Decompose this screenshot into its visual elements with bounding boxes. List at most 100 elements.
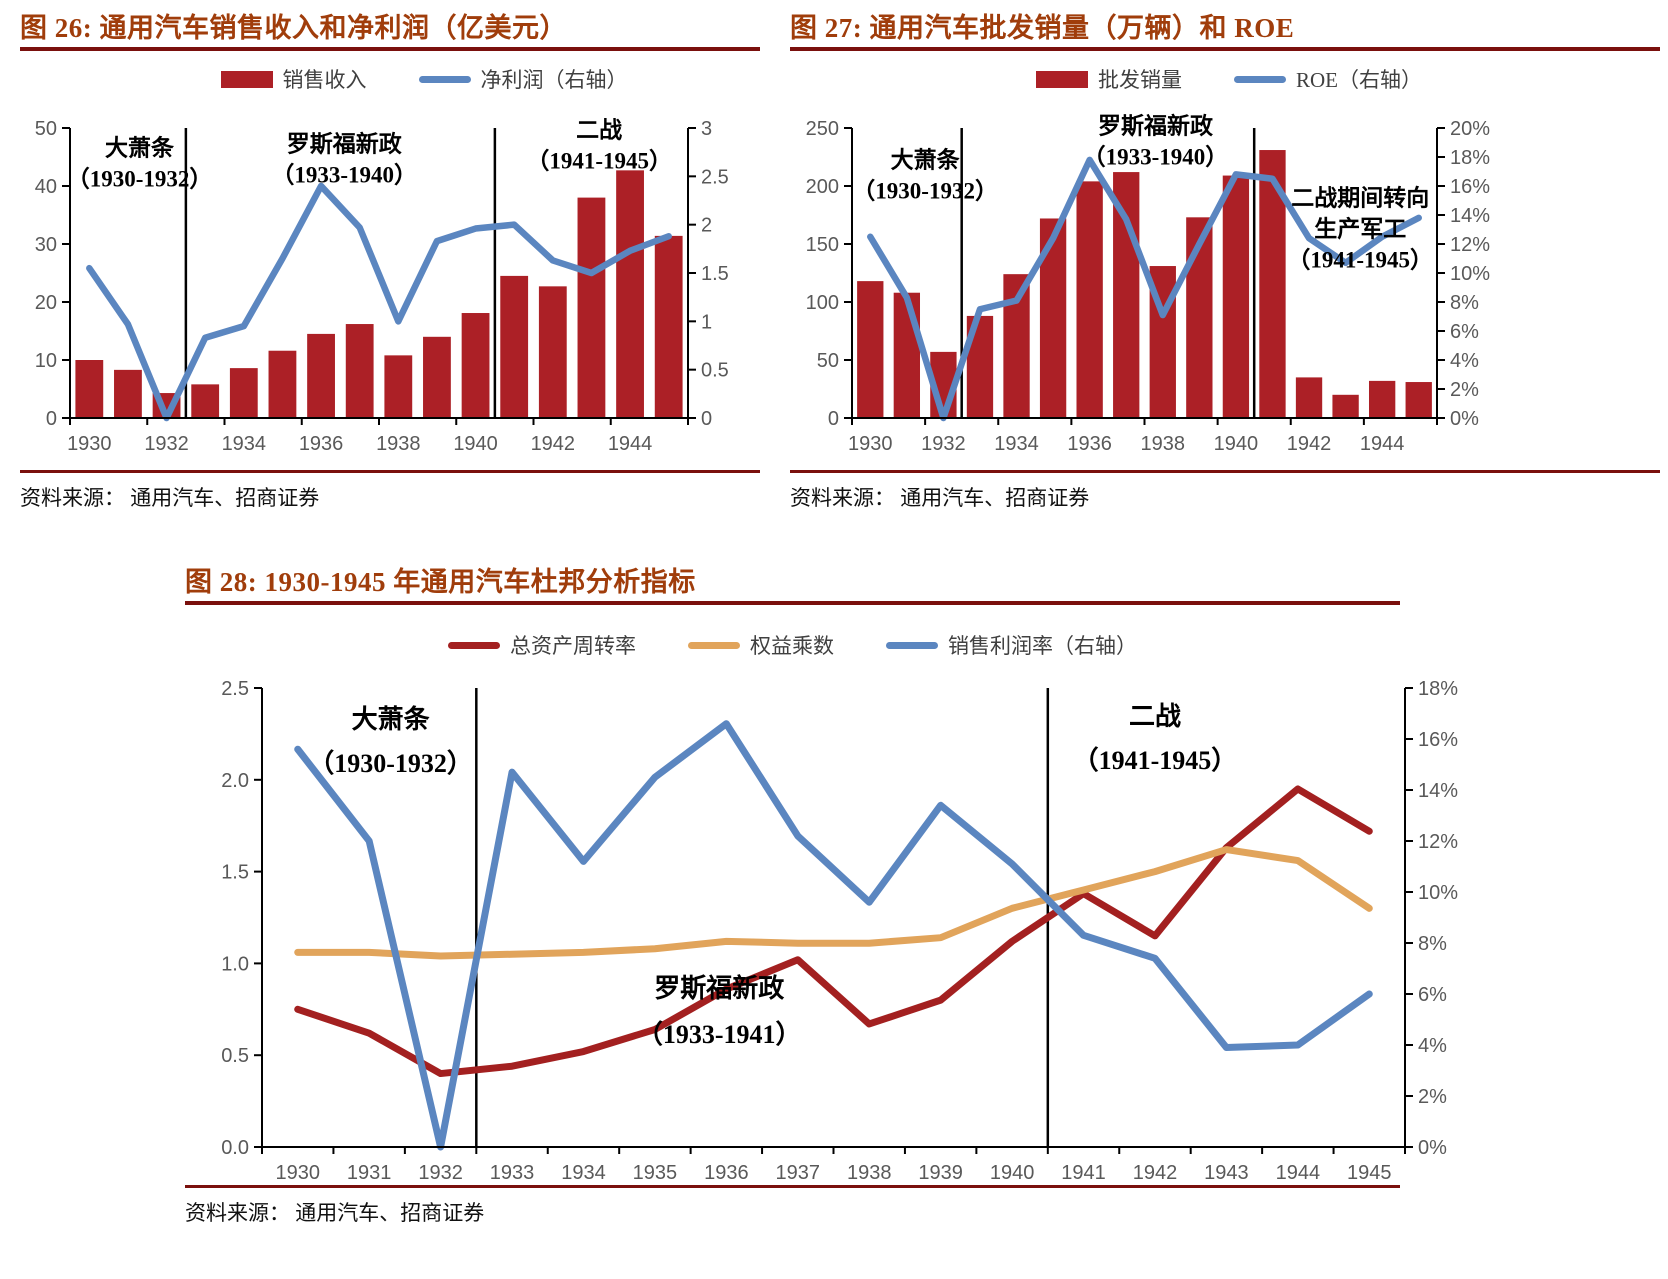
svg-text:1942: 1942 — [531, 433, 576, 455]
svg-text:1945: 1945 — [1347, 1162, 1392, 1184]
bar-swatch-icon — [1036, 70, 1088, 88]
svg-text:1938: 1938 — [847, 1162, 892, 1184]
svg-text:1934: 1934 — [222, 433, 267, 455]
svg-text:100: 100 — [806, 292, 839, 314]
legend-label: ROE（右轴） — [1296, 68, 1422, 92]
svg-text:1932: 1932 — [144, 433, 189, 455]
legend-label: 净利润（右轴） — [480, 68, 628, 92]
figure-27-panel: 图 27: 通用汽车批发销量（万辆）和 ROE 批发销量 ROE（右轴） 0 50 1… — [790, 6, 1668, 526]
svg-text:16%: 16% — [1418, 729, 1458, 751]
svg-text:2%: 2% — [1450, 379, 1479, 401]
svg-text:（1933-1940）: （1933-1940） — [1083, 144, 1229, 170]
figure-27-source: 资料来源： 通用汽车、招商证券 — [790, 485, 1090, 510]
svg-text:罗斯福新政: 罗斯福新政 — [1098, 113, 1214, 139]
svg-text:生产军工: 生产军工 — [1314, 216, 1406, 242]
legend-item-净利润（右轴）: 净利润（右轴） — [418, 64, 628, 94]
legend-item-销售收入: 销售收入 — [220, 64, 367, 94]
svg-text:（1941-1945）: （1941-1945） — [1073, 746, 1238, 775]
svg-text:30: 30 — [35, 234, 57, 256]
svg-text:大萧条: 大萧条 — [352, 705, 431, 734]
svg-text:10%: 10% — [1450, 263, 1490, 285]
svg-text:1.5: 1.5 — [701, 263, 729, 285]
svg-text:（1941-1945）: （1941-1945） — [526, 148, 672, 174]
figure-27-title-rule — [790, 47, 1660, 51]
figure-28-title: 图 28: 1930-1945 年通用汽车杜邦分析指标 — [185, 567, 696, 597]
svg-text:1935: 1935 — [633, 1162, 678, 1184]
svg-text:1933: 1933 — [490, 1162, 535, 1184]
svg-text:1941: 1941 — [1061, 1162, 1106, 1184]
legend-item-销售利润率（右轴）: 销售利润率（右轴） — [886, 630, 1137, 660]
svg-text:2.5: 2.5 — [221, 678, 249, 700]
svg-text:4%: 4% — [1418, 1035, 1447, 1057]
svg-text:50: 50 — [817, 350, 839, 372]
svg-text:250: 250 — [806, 118, 839, 140]
svg-text:二战期间转向: 二战期间转向 — [1291, 185, 1429, 211]
svg-text:1931: 1931 — [347, 1162, 392, 1184]
svg-text:14%: 14% — [1450, 205, 1490, 227]
legend-label: 销售利润率（右轴） — [948, 634, 1137, 658]
svg-text:（1933-1941）: （1933-1941） — [637, 1020, 802, 1049]
figure-26-title: 图 26: 通用汽车销售收入和净利润（亿美元） — [20, 13, 567, 43]
svg-text:1936: 1936 — [1067, 433, 1112, 455]
svg-text:1939: 1939 — [918, 1162, 963, 1184]
figure-28-title-rule — [185, 601, 1400, 605]
figure-28-source: 资料来源： 通用汽车、招商证券 — [185, 1200, 485, 1225]
legend-item-ROE（右轴）: ROE（右轴） — [1234, 64, 1422, 94]
figure-27-chart: 0 50 100 150 200 250 0% 2% 4% 6% 8% 10% 12% 14% 16% 18%… — [806, 113, 1491, 455]
svg-text:16%: 16% — [1450, 176, 1490, 198]
svg-text:1937: 1937 — [776, 1162, 821, 1184]
svg-text:2.5: 2.5 — [701, 166, 729, 188]
figure-28-source-rule — [185, 1185, 1400, 1188]
svg-text:0%: 0% — [1418, 1137, 1447, 1159]
svg-text:1934: 1934 — [994, 433, 1039, 455]
svg-text:1932: 1932 — [418, 1162, 463, 1184]
svg-text:40: 40 — [35, 176, 57, 198]
svg-text:（1933-1940）: （1933-1940） — [271, 162, 417, 188]
legend-label: 销售收入 — [282, 68, 367, 92]
svg-text:1944: 1944 — [1276, 1162, 1321, 1184]
svg-text:1942: 1942 — [1287, 433, 1332, 455]
svg-text:1940: 1940 — [453, 433, 498, 455]
legend-label: 批发销量 — [1098, 68, 1182, 92]
svg-text:大萧条: 大萧条 — [105, 135, 174, 161]
svg-text:20: 20 — [35, 292, 57, 314]
figure-26-chart: 0 10 20 30 40 50 0 0.5 1 1.5 2 2.5 3 1930 1932 1934 1936… — [35, 118, 729, 455]
svg-text:1936: 1936 — [704, 1162, 749, 1184]
svg-text:二战: 二战 — [576, 118, 622, 143]
svg-text:50: 50 — [35, 118, 57, 140]
svg-text:1930: 1930 — [67, 433, 112, 455]
svg-text:12%: 12% — [1418, 831, 1458, 853]
svg-text:200: 200 — [806, 176, 839, 198]
svg-text:1943: 1943 — [1204, 1162, 1249, 1184]
svg-text:（1930-1932）: （1930-1932） — [67, 166, 213, 192]
svg-text:18%: 18% — [1450, 147, 1490, 169]
svg-text:0.5: 0.5 — [701, 360, 729, 382]
legend-item-批发销量: 批发销量 — [1036, 64, 1182, 94]
svg-text:1934: 1934 — [561, 1162, 606, 1184]
svg-text:0: 0 — [828, 408, 839, 430]
svg-text:1930: 1930 — [275, 1162, 320, 1184]
svg-text:（1930-1932）: （1930-1932） — [308, 749, 473, 778]
legend-label: 总资产周转率 — [510, 634, 636, 658]
svg-text:12%: 12% — [1450, 234, 1490, 256]
svg-text:0.5: 0.5 — [221, 1045, 249, 1067]
figure-27-source-rule — [790, 470, 1660, 473]
legend-item-权益乘数: 权益乘数 — [688, 630, 834, 660]
figure-28-chart: 0.0 0.5 1.0 1.5 2.0 2.5 0% 2% 4% 6% 8% 10% 12% 14% 16%… — [221, 678, 1458, 1184]
line-swatch-icon — [886, 641, 938, 649]
figure-28-legend: 总资产周转率 权益乘数 销售利润率（右轴） — [185, 630, 1400, 660]
svg-text:1: 1 — [701, 311, 712, 333]
svg-text:罗斯福新政: 罗斯福新政 — [654, 973, 784, 1003]
line-swatch-icon — [688, 641, 740, 649]
svg-text:0.0: 0.0 — [221, 1137, 249, 1159]
svg-text:1930: 1930 — [848, 433, 893, 455]
svg-text:150: 150 — [806, 234, 839, 256]
svg-text:1938: 1938 — [376, 433, 421, 455]
svg-text:10: 10 — [35, 350, 57, 372]
svg-text:1944: 1944 — [608, 433, 653, 455]
svg-text:6%: 6% — [1450, 321, 1479, 343]
figure-26-legend: 销售收入 净利润（右轴） — [20, 64, 794, 94]
svg-text:二战: 二战 — [1129, 702, 1181, 731]
svg-text:2%: 2% — [1418, 1086, 1447, 1108]
